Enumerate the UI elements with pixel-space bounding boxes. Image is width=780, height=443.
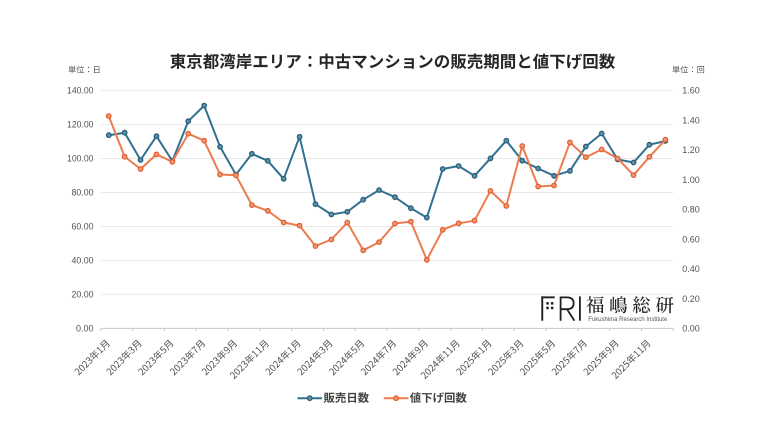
svg-text:1.60: 1.60 — [682, 86, 700, 96]
svg-text:1.00: 1.00 — [682, 175, 700, 185]
svg-text:0.00: 0.00 — [682, 324, 700, 334]
svg-text:100.00: 100.00 — [67, 154, 94, 164]
svg-text:0.00: 0.00 — [76, 324, 94, 334]
svg-text:Fukushima Research Institute: Fukushima Research Institute — [588, 316, 668, 323]
svg-text:140.00: 140.00 — [67, 86, 94, 96]
svg-text:1.20: 1.20 — [682, 145, 700, 155]
svg-text:60.00: 60.00 — [72, 222, 94, 232]
svg-text:1.40: 1.40 — [682, 115, 700, 125]
svg-text:0.20: 0.20 — [682, 294, 700, 304]
svg-text:0.80: 0.80 — [682, 205, 700, 215]
svg-text:0.40: 0.40 — [682, 264, 700, 274]
svg-text:40.00: 40.00 — [72, 256, 94, 266]
svg-text:20.00: 20.00 — [72, 290, 94, 300]
svg-text:0.60: 0.60 — [682, 234, 700, 244]
svg-text:80.00: 80.00 — [72, 188, 94, 198]
svg-text:120.00: 120.00 — [67, 120, 94, 130]
